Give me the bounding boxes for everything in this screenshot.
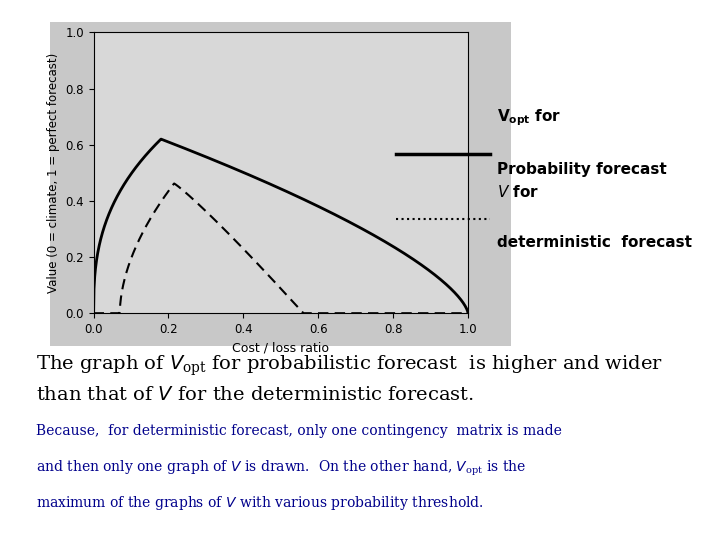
X-axis label: Cost / loss ratio: Cost / loss ratio — [233, 341, 329, 354]
Y-axis label: Value (0 = climate, 1 = perfect forecast): Value (0 = climate, 1 = perfect forecast… — [47, 53, 60, 293]
Text: and then only one graph of $\mathit{V}$ is drawn.  On the other hand, $\mathit{V: and then only one graph of $\mathit{V}$ … — [36, 459, 526, 478]
Text: Probability forecast: Probability forecast — [497, 162, 667, 177]
Text: Because,  for deterministic forecast, only one contingency  matrix is made: Because, for deterministic forecast, onl… — [36, 424, 562, 438]
Text: deterministic  forecast: deterministic forecast — [497, 235, 692, 250]
Text: The graph of $\mathit{V}_\mathregular{opt}$ for probabilistic forecast  is highe: The graph of $\mathit{V}_\mathregular{op… — [36, 354, 663, 378]
Text: maximum of the graphs of $\mathit{V}$ with various probability threshold.: maximum of the graphs of $\mathit{V}$ wi… — [36, 494, 484, 512]
Text: $\mathbf{V}_{\mathbf{opt}}$ for: $\mathbf{V}_{\mathbf{opt}}$ for — [497, 107, 561, 128]
Text: $V$ for: $V$ for — [497, 184, 539, 200]
Text: than that of $\mathit{V}$ for the deterministic forecast.: than that of $\mathit{V}$ for the determ… — [36, 386, 474, 404]
